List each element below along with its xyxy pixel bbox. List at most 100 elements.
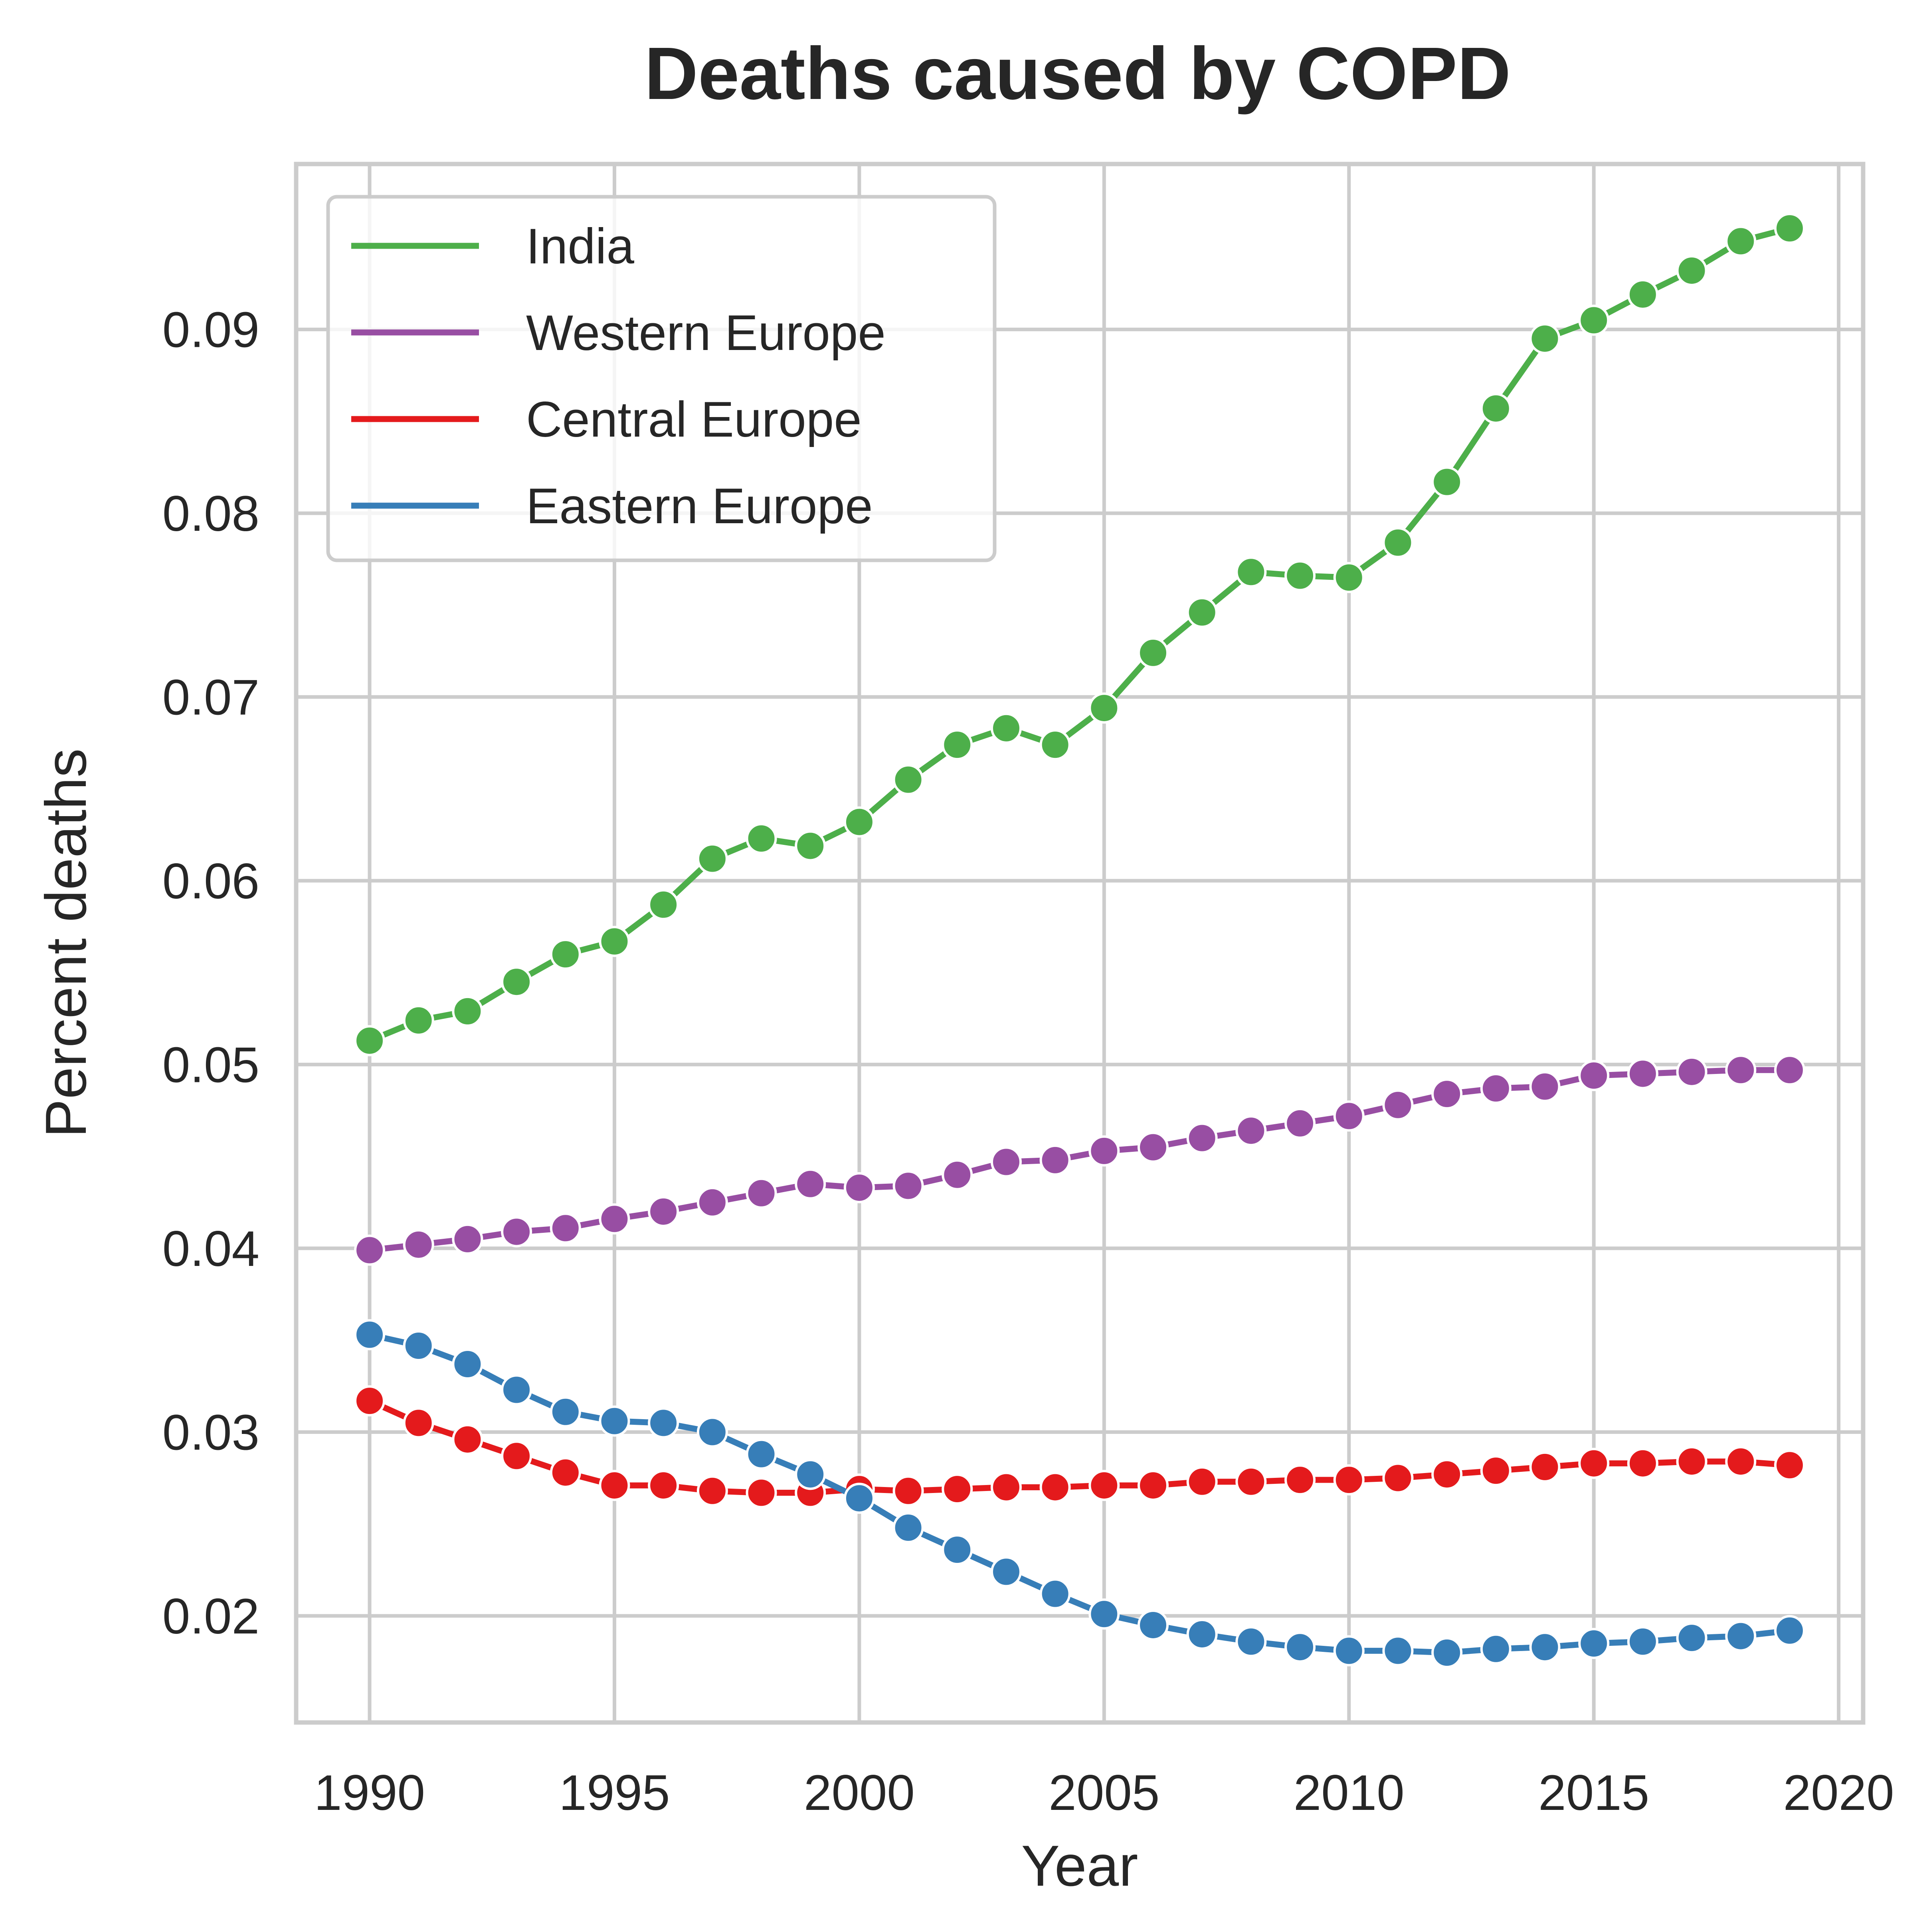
y-tick-label: 0.07 bbox=[162, 670, 259, 725]
data-point bbox=[1284, 1631, 1316, 1663]
data-point bbox=[1627, 1058, 1658, 1090]
data-point bbox=[1235, 1626, 1267, 1657]
data-point bbox=[599, 1203, 630, 1235]
data-point bbox=[1039, 1471, 1071, 1503]
data-point bbox=[1333, 562, 1365, 593]
data-point bbox=[501, 966, 532, 998]
series-eastern-europe bbox=[354, 1319, 1805, 1669]
data-point bbox=[1382, 527, 1414, 558]
data-point bbox=[942, 729, 973, 761]
data-point bbox=[1529, 1451, 1561, 1483]
data-point bbox=[892, 764, 924, 795]
x-tick-label: 1995 bbox=[559, 1765, 670, 1821]
legend-item-central-europe: Central Europe bbox=[351, 392, 862, 447]
data-point bbox=[942, 1473, 973, 1505]
data-point bbox=[452, 1349, 483, 1380]
data-point bbox=[1774, 1054, 1805, 1086]
x-tick-label: 2005 bbox=[1049, 1765, 1159, 1821]
data-point bbox=[599, 925, 630, 957]
x-tick-label: 2000 bbox=[804, 1765, 915, 1821]
data-point bbox=[1186, 597, 1218, 628]
y-tick-label: 0.09 bbox=[162, 302, 259, 358]
data-point bbox=[1529, 1631, 1561, 1663]
data-point bbox=[1431, 466, 1463, 498]
data-point bbox=[1725, 225, 1757, 257]
data-point bbox=[1235, 556, 1267, 588]
data-point bbox=[1235, 1466, 1267, 1497]
data-point bbox=[1333, 1464, 1365, 1496]
data-point bbox=[1088, 1135, 1120, 1167]
legend-item-western-europe: Western Europe bbox=[351, 305, 886, 361]
data-point bbox=[1382, 1635, 1414, 1667]
data-point bbox=[892, 1170, 924, 1202]
data-point bbox=[550, 1212, 581, 1244]
data-point bbox=[354, 1319, 386, 1351]
data-point bbox=[354, 1025, 386, 1056]
data-point bbox=[550, 1457, 581, 1488]
data-point bbox=[1431, 1637, 1463, 1669]
data-point bbox=[403, 1229, 434, 1260]
data-point bbox=[452, 1223, 483, 1255]
series-central-europe bbox=[354, 1385, 1805, 1509]
data-point bbox=[990, 1556, 1022, 1588]
data-point bbox=[1774, 213, 1805, 244]
data-point bbox=[746, 823, 777, 854]
data-point bbox=[843, 806, 875, 838]
data-point bbox=[1138, 1131, 1169, 1163]
legend-label: Central Europe bbox=[526, 392, 862, 447]
data-point bbox=[746, 1477, 777, 1509]
data-point bbox=[1138, 1609, 1169, 1641]
data-point bbox=[1382, 1089, 1414, 1121]
data-point bbox=[795, 1168, 826, 1200]
data-point bbox=[1676, 1446, 1707, 1477]
y-tick-label: 0.05 bbox=[162, 1037, 259, 1093]
data-point bbox=[501, 1440, 532, 1472]
data-point bbox=[1088, 1598, 1120, 1630]
series-india bbox=[354, 213, 1805, 1056]
data-point bbox=[648, 1407, 679, 1439]
y-tick-label: 0.08 bbox=[162, 486, 259, 542]
data-point bbox=[1627, 1448, 1658, 1479]
data-point bbox=[990, 1146, 1022, 1178]
data-point bbox=[1529, 323, 1561, 354]
data-point bbox=[648, 1469, 679, 1501]
data-point bbox=[1039, 1578, 1071, 1610]
data-point bbox=[1186, 1122, 1218, 1154]
data-point bbox=[648, 1196, 679, 1227]
data-point bbox=[501, 1216, 532, 1248]
y-tick-label: 0.06 bbox=[162, 854, 259, 909]
data-point bbox=[1333, 1635, 1365, 1667]
data-point bbox=[1774, 1449, 1805, 1481]
data-point bbox=[1284, 1464, 1316, 1496]
tick-labels: 1990 1995 2000 2005 2010 2015 2020 0.02 0.03 0.04… bbox=[162, 302, 1894, 1821]
data-point bbox=[1578, 1627, 1610, 1659]
data-point bbox=[990, 712, 1022, 744]
data-point bbox=[892, 1475, 924, 1507]
data-point bbox=[892, 1512, 924, 1543]
data-point bbox=[1725, 1620, 1757, 1652]
legend: India Western Europe Central Europe Eastern… bbox=[326, 195, 997, 562]
data-point bbox=[1480, 1073, 1512, 1104]
data-point bbox=[599, 1469, 630, 1501]
data-point bbox=[1676, 1056, 1707, 1088]
data-point bbox=[1480, 1455, 1512, 1487]
data-point bbox=[1578, 1448, 1610, 1479]
x-tick-label: 2015 bbox=[1538, 1765, 1649, 1821]
data-point bbox=[1431, 1078, 1463, 1110]
data-point bbox=[1725, 1446, 1757, 1477]
data-point bbox=[942, 1159, 973, 1190]
data-point bbox=[1235, 1115, 1267, 1147]
series-western-europe bbox=[354, 1054, 1805, 1266]
data-point bbox=[1284, 1107, 1316, 1139]
data-point bbox=[1774, 1615, 1805, 1646]
x-axis-label: Year bbox=[1021, 1833, 1138, 1898]
legend-item-eastern-europe: Eastern Europe bbox=[351, 479, 873, 534]
data-point bbox=[648, 889, 679, 920]
data-point bbox=[1725, 1054, 1757, 1086]
data-point bbox=[403, 1330, 434, 1361]
data-point bbox=[1186, 1618, 1218, 1650]
data-point bbox=[1480, 393, 1512, 424]
y-tick-label: 0.04 bbox=[162, 1221, 259, 1277]
data-point bbox=[990, 1471, 1022, 1503]
